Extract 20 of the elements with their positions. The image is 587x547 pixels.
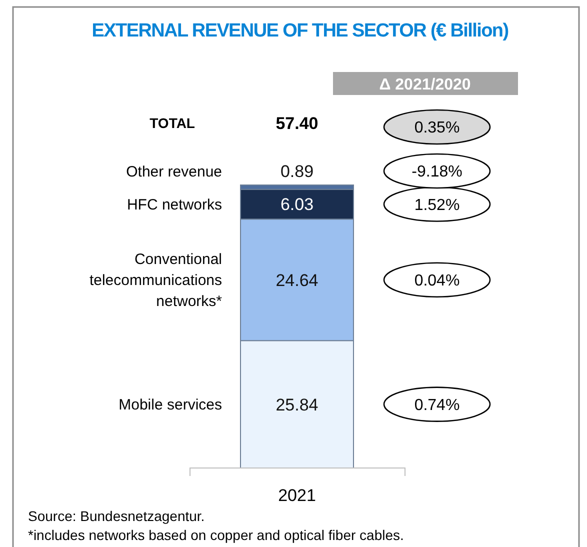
- total-label: 57.40: [276, 114, 318, 133]
- text: 0.74%: [414, 396, 460, 414]
- series-label: Conventional telecommunications networks*: [89, 251, 222, 310]
- series-label: HFC networks: [126, 196, 222, 214]
- text: 0.04%: [414, 272, 460, 290]
- data-label: 6.03: [280, 195, 314, 214]
- data-label: 24.64: [276, 270, 318, 290]
- source-note: Source: Bundesnetzagentur.: [28, 508, 205, 524]
- text: TOTAL: [150, 114, 196, 131]
- text: -9.18%: [412, 164, 462, 181]
- series-label: Other revenue: [126, 163, 222, 180]
- x-tick-label: 2021: [278, 486, 316, 505]
- series-label: Mobile services: [118, 396, 222, 414]
- data-label: 25.84: [276, 395, 318, 414]
- text: Δ 2021/2020: [379, 76, 471, 94]
- data-label: 0.89: [280, 162, 314, 181]
- text: 1.52%: [414, 196, 460, 214]
- text: 0.35%: [414, 120, 460, 137]
- chart-title: EXTERNAL REVENUE OF THE SECTOR (€ Billion): [92, 20, 509, 42]
- text: *includes networks based on copper and optical fiber cables.: [28, 526, 404, 543]
